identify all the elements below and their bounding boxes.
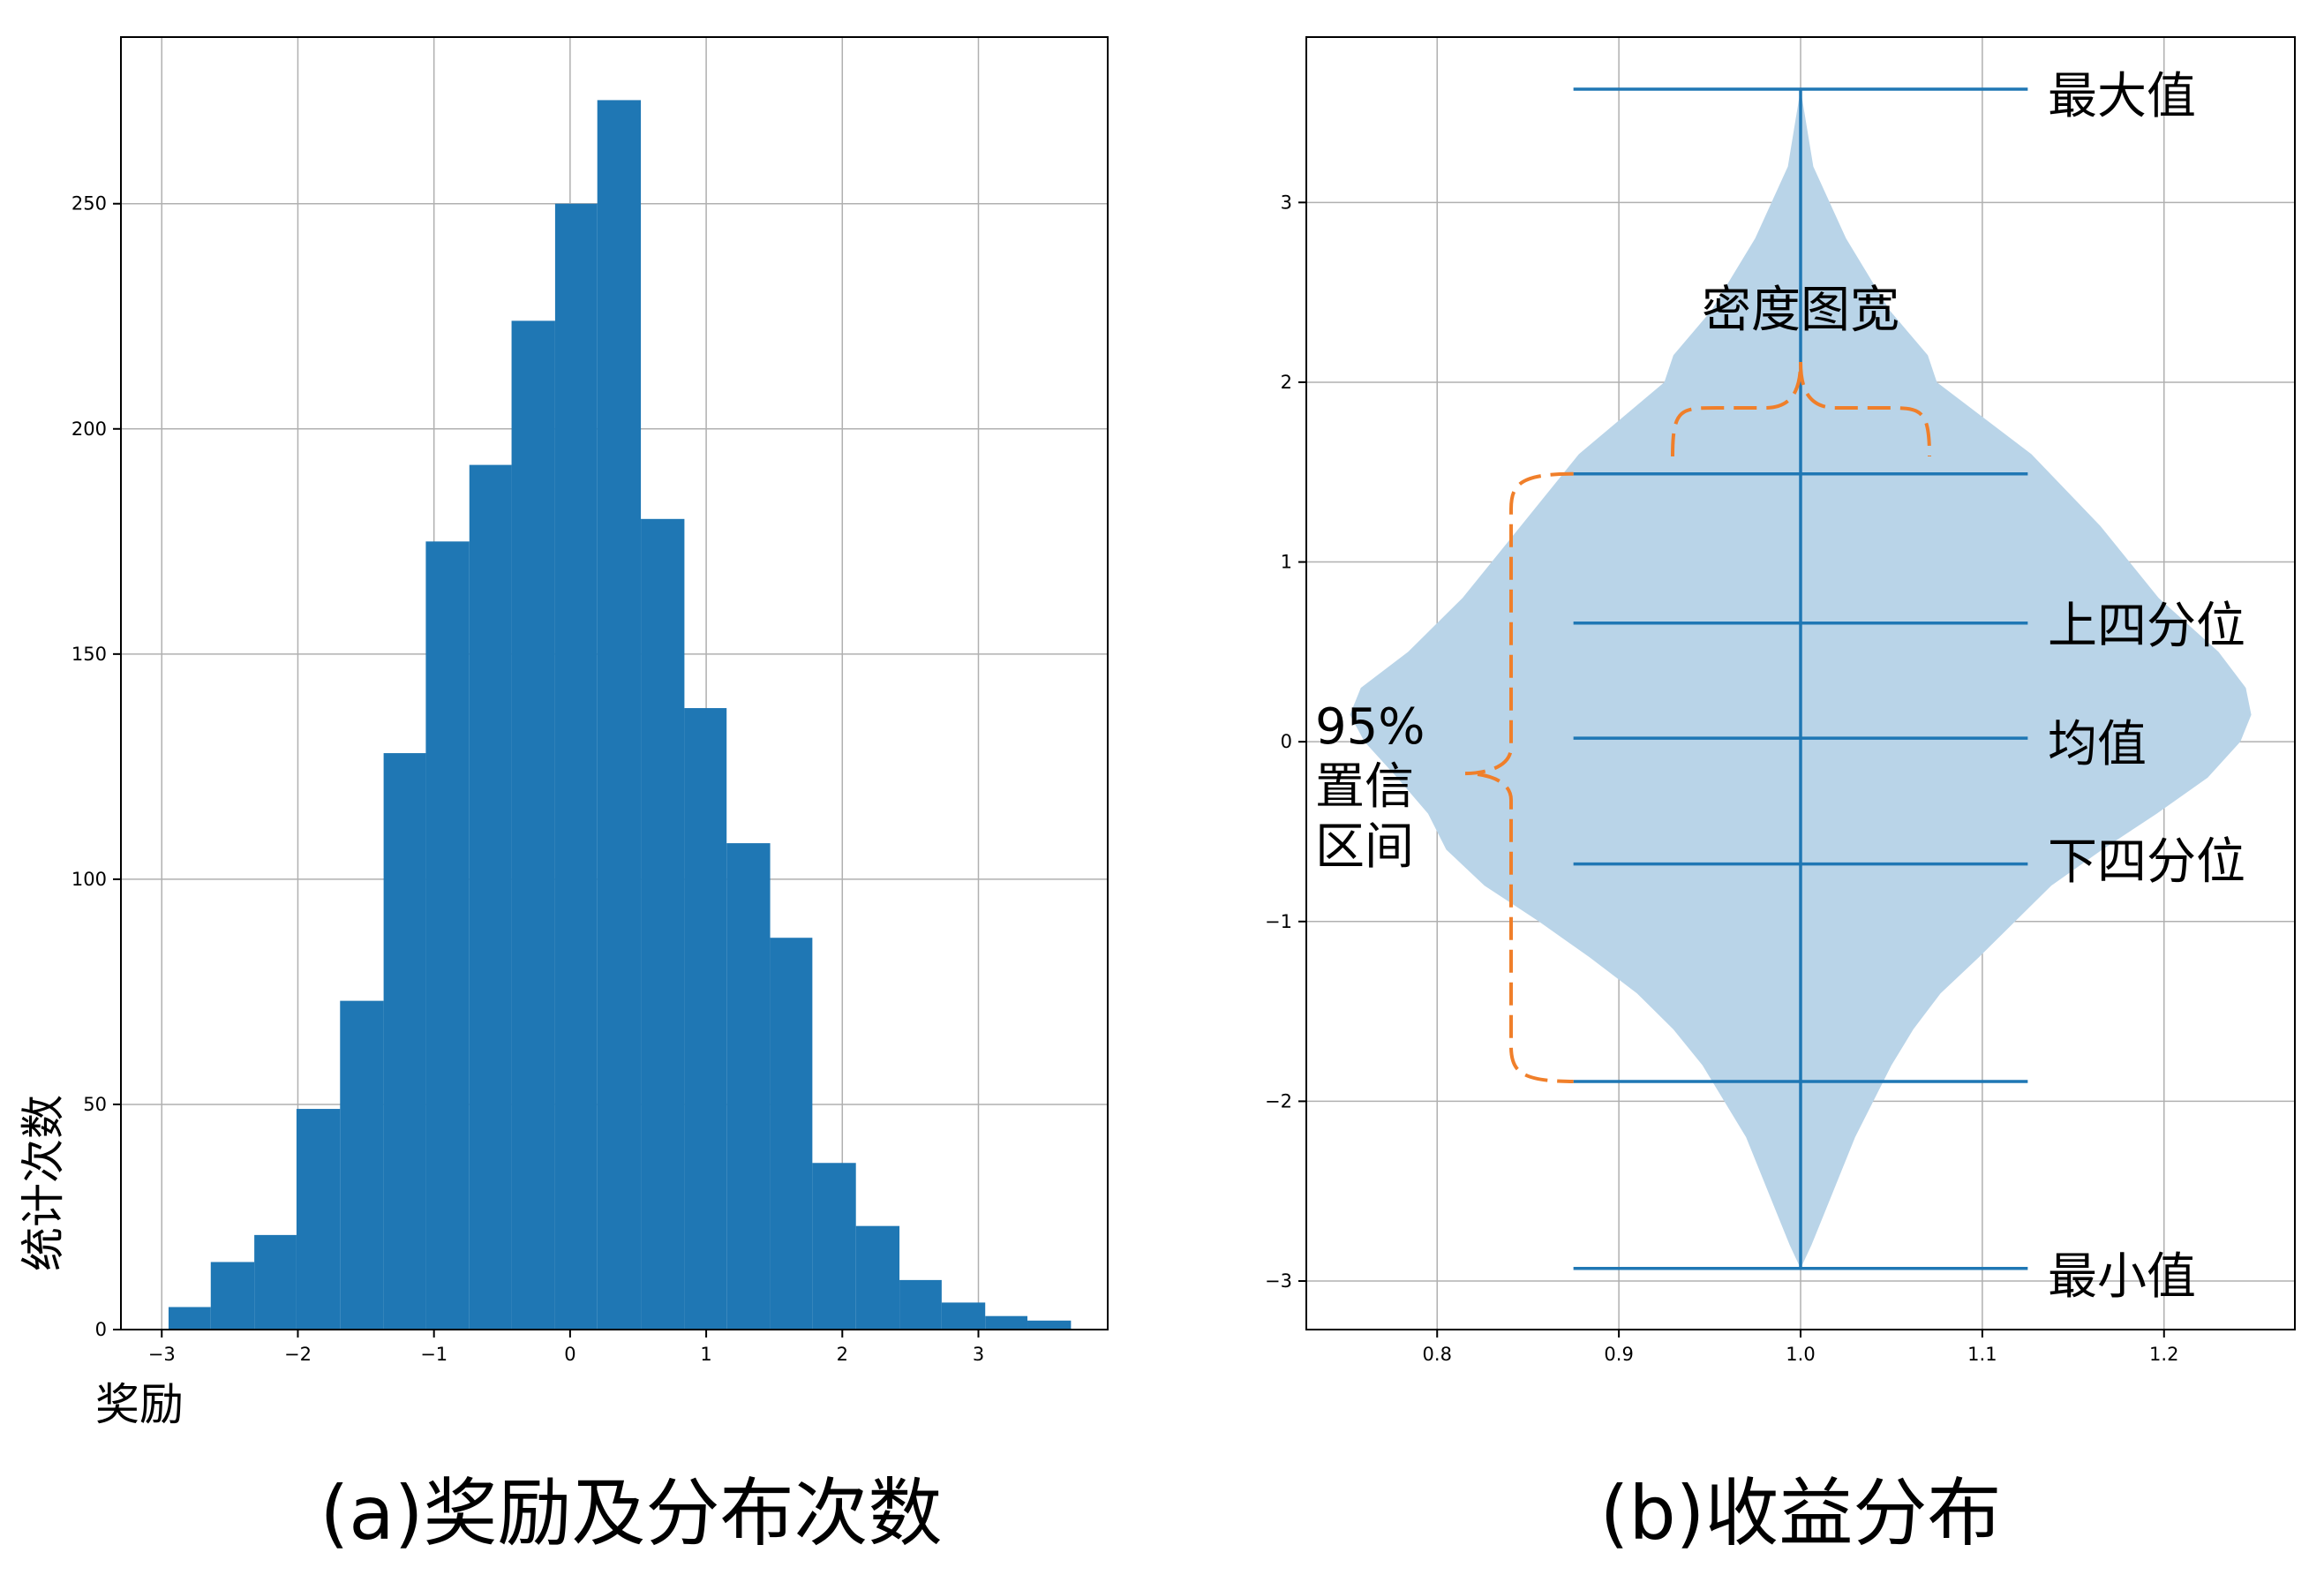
annotation-density-width: 密度图宽 — [1702, 282, 1899, 339]
violin-y-tick-label: 3 — [1281, 192, 1292, 213]
histogram-y-axis-label: 统计次数 — [18, 1095, 69, 1271]
histogram-bar — [296, 1109, 341, 1330]
annotation-lower-quartile: 下四分位 — [2048, 833, 2245, 891]
histogram-bar — [425, 541, 470, 1330]
confidence-interval-bracket — [1464, 471, 1574, 1084]
annotation-upper-quartile: 上四分位 — [2048, 598, 2245, 655]
violin-y-tick-label: −1 — [1265, 911, 1292, 932]
histogram-bar — [941, 1302, 986, 1330]
histogram-chart: −3 −2 −1 0 1 2 3 0 50 100 150 200 250 统计次数 奖励 (a)奖励及… — [18, 36, 1109, 1556]
annotation-min: 最小值 — [2048, 1248, 2196, 1306]
histogram-bar — [770, 938, 813, 1330]
histogram-x-axis-label: 奖励 — [95, 1379, 184, 1430]
histogram-bar — [899, 1279, 942, 1330]
histogram-x-tick-label: −1 — [420, 1344, 448, 1365]
violin-y-tick-label: −3 — [1265, 1270, 1292, 1292]
density-width-bracket — [1671, 361, 1931, 457]
histogram-bar — [985, 1315, 1028, 1330]
histogram-ticks: −3 −2 −1 0 1 2 3 0 50 100 150 200 250 — [71, 193, 984, 1365]
histogram-bar — [855, 1225, 900, 1330]
histogram-bar — [383, 753, 426, 1330]
annotation-ci-line3: 区间 — [1315, 818, 1414, 876]
histogram-x-tick-label: −3 — [148, 1344, 176, 1365]
histogram-bars — [168, 100, 1072, 1330]
violin-y-tick-label: 1 — [1281, 552, 1292, 573]
violin-ticks: 0.8 0.9 1.0 1.1 1.2 −3 −2 −1 0 1 2 3 — [1265, 192, 2178, 1365]
histogram-bar — [168, 1307, 211, 1330]
violin-x-tick-label: 1.2 — [2149, 1344, 2178, 1365]
violin-statistic-lines — [1573, 87, 2028, 1270]
histogram-y-tick-label: 250 — [71, 193, 107, 215]
histogram-x-tick-label: 2 — [837, 1344, 848, 1365]
violin-y-tick-label: 0 — [1281, 731, 1292, 752]
violin-x-tick-label: 0.9 — [1604, 1344, 1633, 1365]
annotation-ci-line1: 95% — [1315, 698, 1425, 756]
histogram-bar — [469, 464, 512, 1330]
histogram-bar — [812, 1163, 856, 1330]
histogram-bar — [684, 708, 727, 1330]
annotation-mean: 均值 — [2048, 716, 2147, 773]
violin-x-tick-label: 0.8 — [1423, 1344, 1452, 1365]
histogram-bar — [726, 843, 771, 1330]
histogram-y-tick-label: 0 — [95, 1319, 107, 1340]
histogram-x-tick-label: 3 — [973, 1344, 984, 1365]
histogram-bar — [597, 100, 642, 1330]
violin-y-tick-label: −2 — [1265, 1090, 1292, 1112]
histogram-x-tick-label: 1 — [700, 1344, 711, 1365]
histogram-axes-frame — [120, 36, 1109, 1330]
histogram-y-tick-label: 150 — [71, 644, 107, 665]
histogram-bar — [340, 1000, 384, 1330]
violin-caption: (b)收益分布 — [1600, 1470, 2002, 1556]
annotation-ci-line2: 置信 — [1315, 758, 1414, 816]
annotation-max: 最大值 — [2048, 68, 2196, 125]
histogram-bar — [554, 203, 598, 1330]
histogram-y-tick-label: 50 — [83, 1094, 107, 1115]
histogram-bar — [254, 1234, 297, 1330]
histogram-bar — [641, 518, 685, 1330]
histogram-x-tick-label: 0 — [564, 1344, 575, 1365]
histogram-caption: (a)奖励及分布次数 — [320, 1470, 942, 1556]
histogram-y-tick-label: 100 — [71, 869, 107, 890]
violin-x-tick-label: 1.0 — [1786, 1344, 1815, 1365]
violin-y-tick-label: 2 — [1281, 372, 1292, 393]
violin-annotation-brackets — [1464, 361, 1931, 1084]
histogram-bar — [210, 1262, 255, 1330]
histogram-x-tick-label: −2 — [284, 1344, 312, 1365]
histogram-bar — [1027, 1320, 1072, 1330]
violin-x-tick-label: 1.1 — [1967, 1344, 1997, 1365]
histogram-y-tick-label: 200 — [71, 418, 107, 440]
histogram-bar — [511, 320, 555, 1330]
